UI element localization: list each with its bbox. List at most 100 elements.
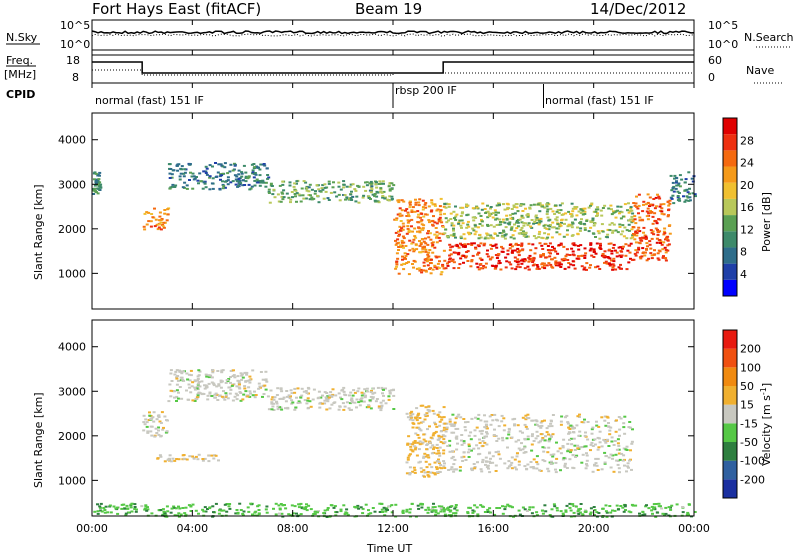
velocity-cell	[413, 469, 417, 472]
power-cell	[633, 204, 637, 207]
power-cell	[630, 209, 634, 212]
colorbar-swatch	[723, 330, 737, 349]
frequency-panel: 18 8 60 0 Freq. [MHz] Nave CPID	[4, 54, 782, 101]
velocity-cell	[421, 404, 425, 407]
colorbar-swatch	[723, 423, 737, 442]
power-cell	[554, 264, 558, 267]
velocity-cell	[576, 510, 580, 513]
power-cell	[463, 237, 467, 240]
power-cell	[395, 263, 399, 266]
velocity-cell	[606, 438, 610, 441]
power-cell	[564, 212, 568, 215]
velocity-cell	[539, 421, 543, 424]
power-cell	[633, 238, 637, 241]
power-cell	[271, 193, 275, 196]
velocity-cell	[628, 426, 632, 429]
power-cell	[595, 242, 599, 245]
power-cell	[501, 250, 505, 253]
velocity-cell	[146, 508, 150, 511]
velocity-cell	[485, 466, 489, 469]
velocity-cell	[604, 504, 608, 507]
power-cell	[573, 218, 577, 221]
power-cell	[395, 260, 399, 263]
power-cell	[439, 213, 443, 216]
velocity-cell	[507, 460, 511, 463]
velocity-cell	[523, 508, 527, 511]
power-cell	[687, 199, 691, 202]
power-cell	[527, 222, 531, 225]
velocity-cell	[429, 436, 433, 439]
power-cell	[537, 219, 541, 222]
velocity-cell	[166, 458, 170, 461]
velocity-cell	[479, 419, 483, 422]
power-cell	[327, 180, 331, 183]
power-cell	[562, 235, 566, 238]
power-cell	[598, 237, 602, 240]
power-cell	[559, 209, 563, 212]
velocity-cell	[304, 507, 307, 510]
power-cell	[686, 191, 690, 194]
power-cell	[626, 209, 629, 212]
date-label: 14/Dec/2012	[590, 0, 686, 18]
power-cell	[676, 199, 680, 202]
xtick-label: 00:00	[678, 522, 710, 535]
velocity-cell	[175, 376, 179, 379]
power-cell	[497, 253, 501, 256]
power-cell	[343, 194, 347, 197]
velocity-cell	[133, 508, 137, 510]
velocity-cell	[415, 416, 419, 419]
velocity-cell	[609, 466, 613, 469]
power-cell	[516, 225, 520, 228]
power-cell	[219, 178, 222, 181]
power-cell	[399, 229, 402, 232]
power-cell	[667, 204, 671, 207]
velocity-cell	[423, 471, 427, 474]
power-cell	[170, 176, 174, 179]
velocity-cell	[432, 412, 436, 415]
power-cell	[321, 184, 325, 187]
velocity-cell	[625, 470, 628, 473]
velocity-cell	[417, 412, 421, 415]
power-cell	[562, 258, 566, 260]
velocity-cell	[486, 508, 490, 511]
power-cell	[228, 170, 232, 173]
power-cell	[534, 247, 538, 250]
velocity-cell	[585, 454, 589, 457]
power-cell	[537, 223, 541, 226]
velocity-cell	[103, 509, 107, 511]
velocity-cell	[482, 436, 486, 439]
velocity-cell	[513, 423, 517, 426]
velocity-cell	[409, 442, 413, 445]
power-cell	[565, 248, 569, 251]
velocity-cell	[229, 370, 233, 372]
power-cell	[450, 224, 454, 227]
power-cell	[632, 258, 636, 261]
power-cell	[237, 173, 241, 176]
power-cell	[479, 236, 483, 239]
velocity-cell	[418, 443, 422, 446]
velocity-cell	[416, 414, 420, 416]
power-cell	[614, 210, 618, 213]
velocity-cell	[480, 432, 484, 435]
power-cell	[337, 185, 341, 188]
velocity-cell	[145, 421, 149, 424]
power-cell	[404, 255, 408, 257]
velocity-cell	[224, 381, 228, 384]
power-cell	[550, 236, 554, 239]
power-cell	[684, 178, 688, 181]
power-cell	[354, 189, 358, 192]
power-cell	[528, 206, 532, 209]
power-cell	[579, 208, 583, 211]
velocity-cell	[654, 503, 658, 505]
power-cell	[386, 198, 390, 201]
velocity-cell	[495, 507, 499, 509]
power-cell	[556, 252, 560, 255]
power-cell	[396, 199, 400, 202]
velocity-cell	[338, 405, 342, 408]
power-cell	[577, 244, 580, 247]
velocity-cell	[186, 398, 190, 401]
velocity-cell	[473, 467, 477, 470]
power-cell	[350, 190, 353, 193]
power-cell	[478, 257, 482, 260]
velocity-cell	[515, 468, 518, 471]
